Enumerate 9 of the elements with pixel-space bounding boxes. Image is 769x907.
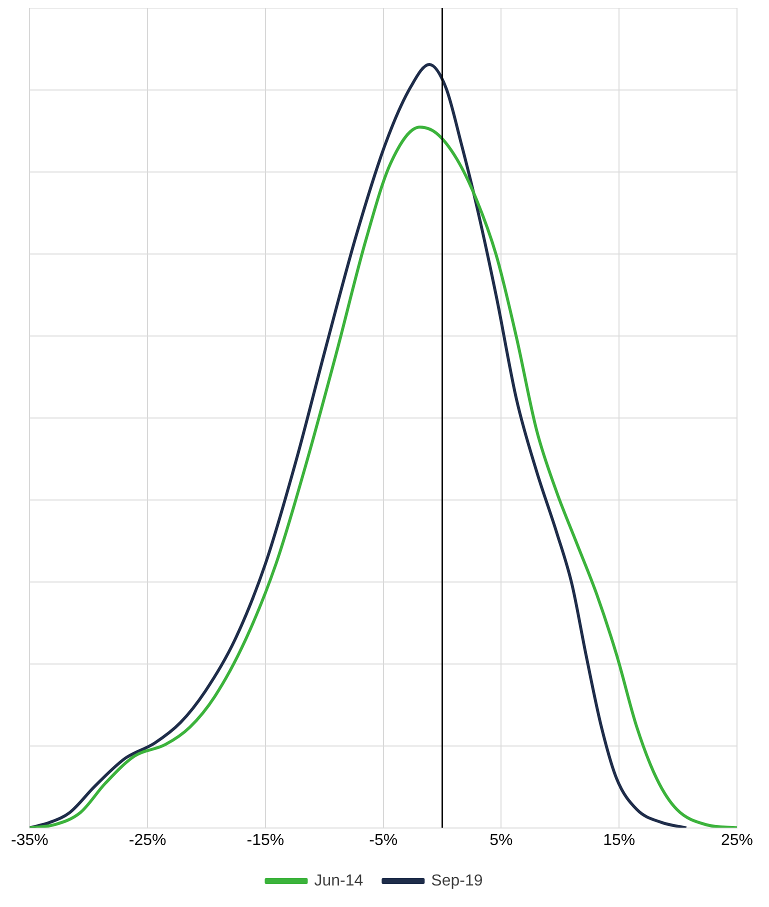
x-tick-label: 25% xyxy=(720,832,754,849)
x-tick-label: -15% xyxy=(246,832,284,849)
legend-label: Jun-14 xyxy=(314,872,364,890)
x-tick-label: -35% xyxy=(10,832,48,849)
legend-label: Sep-19 xyxy=(431,872,483,890)
x-tick-label: -25% xyxy=(128,832,166,849)
x-tick-label: 15% xyxy=(603,832,636,849)
x-tick-label: -5% xyxy=(369,832,398,849)
x-tick-label: 5% xyxy=(490,832,513,849)
